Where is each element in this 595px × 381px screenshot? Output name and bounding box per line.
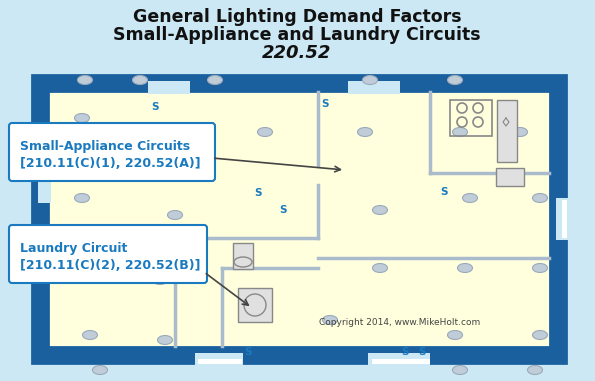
Bar	[49, 92, 549, 346]
Bar	[496, 168, 524, 186]
Ellipse shape	[458, 264, 472, 272]
Text: S: S	[440, 187, 448, 197]
Ellipse shape	[453, 128, 468, 136]
Ellipse shape	[358, 128, 372, 136]
Ellipse shape	[447, 330, 462, 339]
Ellipse shape	[322, 315, 337, 325]
Bar	[556, 198, 569, 240]
Bar	[562, 200, 567, 238]
Bar	[348, 81, 400, 94]
Bar	[238, 288, 272, 322]
Text: S: S	[245, 347, 252, 357]
Text: Small-Appliance and Laundry Circuits: Small-Appliance and Laundry Circuits	[113, 26, 481, 44]
Text: Small-Appliance Circuits: Small-Appliance Circuits	[20, 140, 190, 153]
Ellipse shape	[74, 194, 89, 202]
Ellipse shape	[77, 75, 92, 85]
Ellipse shape	[168, 128, 183, 136]
Bar	[450, 100, 492, 136]
Text: S: S	[151, 102, 159, 112]
Ellipse shape	[168, 210, 183, 219]
Ellipse shape	[83, 264, 98, 272]
Ellipse shape	[453, 365, 468, 375]
Bar	[233, 243, 253, 269]
Bar	[368, 353, 430, 366]
Ellipse shape	[208, 75, 223, 85]
Ellipse shape	[362, 75, 377, 85]
Bar	[38, 165, 51, 203]
Ellipse shape	[533, 264, 547, 272]
Text: S: S	[254, 188, 262, 198]
Ellipse shape	[533, 194, 547, 202]
Ellipse shape	[152, 275, 168, 285]
Text: [210.11(C)(1), 220.52(A)]: [210.11(C)(1), 220.52(A)]	[20, 157, 201, 170]
Bar	[148, 81, 190, 94]
Bar	[372, 359, 430, 364]
Ellipse shape	[462, 194, 478, 202]
Text: Copyright 2014, www.MikeHolt.com: Copyright 2014, www.MikeHolt.com	[320, 318, 481, 327]
Ellipse shape	[92, 365, 108, 375]
Text: S: S	[279, 205, 287, 215]
Ellipse shape	[258, 128, 273, 136]
Ellipse shape	[447, 75, 462, 85]
Ellipse shape	[533, 330, 547, 339]
Bar	[40, 83, 558, 355]
Ellipse shape	[372, 205, 387, 215]
Text: S: S	[321, 99, 329, 109]
Text: Laundry Circuit: Laundry Circuit	[20, 242, 127, 255]
Ellipse shape	[133, 75, 148, 85]
Bar	[198, 359, 242, 364]
Ellipse shape	[74, 114, 89, 123]
Ellipse shape	[234, 257, 252, 267]
Ellipse shape	[83, 330, 98, 339]
Ellipse shape	[158, 336, 173, 344]
Ellipse shape	[528, 365, 543, 375]
Text: 220.52: 220.52	[262, 44, 331, 62]
FancyBboxPatch shape	[9, 123, 215, 181]
Bar	[38, 245, 51, 283]
FancyBboxPatch shape	[9, 225, 207, 283]
Text: S: S	[418, 347, 426, 357]
Text: [210.11(C)(2), 220.52(B)]: [210.11(C)(2), 220.52(B)]	[20, 259, 201, 272]
Text: S: S	[401, 347, 409, 357]
Bar	[195, 353, 243, 366]
Text: General Lighting Demand Factors: General Lighting Demand Factors	[133, 8, 461, 26]
Ellipse shape	[372, 264, 387, 272]
Ellipse shape	[512, 128, 528, 136]
Bar	[497, 100, 517, 162]
